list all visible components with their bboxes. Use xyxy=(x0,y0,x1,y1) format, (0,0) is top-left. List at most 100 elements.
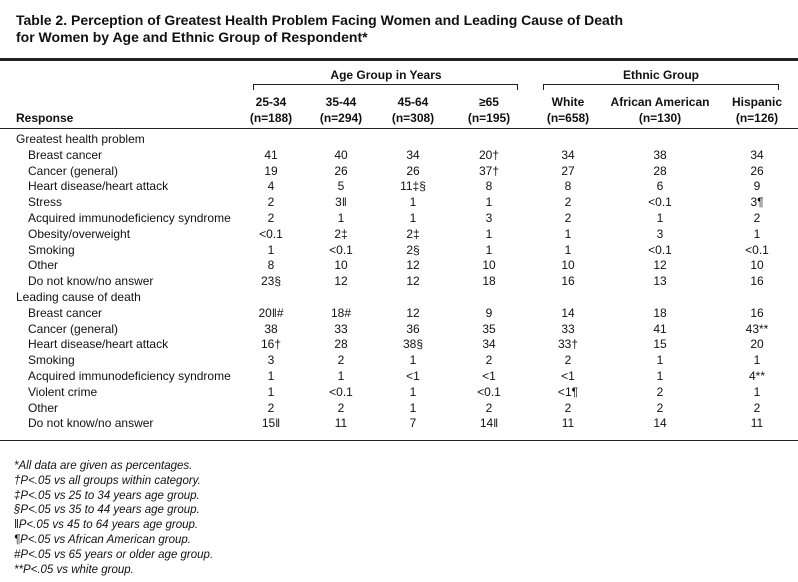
cell: 36 xyxy=(406,321,420,336)
cell: 1 xyxy=(753,384,761,399)
cell: <0.1 xyxy=(648,195,672,210)
column-header: 25-34 xyxy=(255,95,287,109)
title: for Women by Age and Ethnic Group of Res… xyxy=(16,29,368,45)
cell: 33 xyxy=(561,321,575,336)
footnote: §P<.05 vs 35 to 44 years age group. xyxy=(14,504,200,517)
cell: 10 xyxy=(482,258,496,273)
footnote: ‖P<.05 vs 45 to 64 years age group. xyxy=(14,519,199,532)
cell: 41 xyxy=(653,321,667,336)
group-bracket xyxy=(778,84,779,90)
cell: 33 xyxy=(334,321,348,336)
cell: 34 xyxy=(561,147,575,162)
column-header: (n=195) xyxy=(467,111,511,125)
cell: 1 xyxy=(656,211,664,225)
cell: 11 xyxy=(750,416,764,431)
cell: 1 xyxy=(753,353,761,368)
column-header: (n=294) xyxy=(319,111,363,125)
group-bracket xyxy=(543,84,779,85)
cell: 40 xyxy=(334,147,348,162)
row-label: Acquired immunodeficiency syndrome xyxy=(28,211,231,225)
cell: 9 xyxy=(753,179,761,194)
cell: 1 xyxy=(485,226,493,241)
cell: 8 xyxy=(267,258,275,273)
cell: 12 xyxy=(653,258,667,273)
column-header: (n=308) xyxy=(391,111,435,125)
cell: 1 xyxy=(753,226,761,241)
group-bracket xyxy=(543,84,544,90)
column-header: (n=126) xyxy=(735,111,779,125)
cell: 2 xyxy=(753,400,761,415)
column-header: ≥65 xyxy=(479,95,499,109)
column-header: Hispanic xyxy=(731,95,783,109)
cell: 2 xyxy=(656,400,664,415)
column-header: (n=130) xyxy=(638,111,682,125)
cell: <0.1 xyxy=(648,242,672,257)
cell: 1 xyxy=(564,242,572,257)
cell: 14‖ xyxy=(479,416,499,431)
cell: 28 xyxy=(653,163,667,178)
column-header: 35-44 xyxy=(325,95,357,109)
footnote: **P<.05 vs white group. xyxy=(14,563,134,576)
row-label: Breast cancer xyxy=(28,147,103,162)
header-rule xyxy=(0,128,798,129)
cell: 8 xyxy=(485,179,493,194)
cell: 18 xyxy=(653,305,667,320)
cell: <1 xyxy=(406,369,420,383)
row-label: Cancer (general) xyxy=(28,321,119,336)
cell: 10 xyxy=(334,258,348,273)
cell: <0.1 xyxy=(329,242,353,257)
cell: 34 xyxy=(750,147,764,162)
cell: 3 xyxy=(485,211,493,225)
cell: 1 xyxy=(409,211,417,225)
cell: 12 xyxy=(406,258,420,273)
cell: 37† xyxy=(478,163,500,178)
cell: 26 xyxy=(334,163,348,178)
group-bracket xyxy=(517,84,518,90)
row-label: Other xyxy=(28,258,59,273)
column-header: 45-64 xyxy=(397,95,429,109)
cell: 2 xyxy=(564,211,572,225)
cell: 10 xyxy=(750,258,764,273)
row-label: Do not know/no answer xyxy=(28,416,154,431)
cell: 5 xyxy=(337,179,345,194)
cell: 12 xyxy=(334,274,348,289)
row-label: Acquired immunodeficiency syndrome xyxy=(28,369,231,383)
cell: 1 xyxy=(409,400,417,415)
cell: 2 xyxy=(337,400,345,415)
column-header: African American xyxy=(610,95,710,109)
cell: <1 xyxy=(482,369,496,383)
cell: 1 xyxy=(656,369,664,383)
cell: 38§ xyxy=(402,337,424,352)
cell: <1¶ xyxy=(557,384,579,399)
group-header: Age Group in Years xyxy=(330,68,442,82)
cell: 27 xyxy=(561,163,575,178)
cell: 33† xyxy=(557,337,579,352)
footnote: *All data are given as percentages. xyxy=(14,460,193,472)
cell: 34 xyxy=(482,337,496,352)
column-header: (n=188) xyxy=(249,111,293,125)
footnote: ‡P<.05 vs 25 to 34 years age group. xyxy=(14,489,200,502)
cell: 20‖# xyxy=(258,305,284,320)
top-rule xyxy=(0,58,798,61)
cell: 20 xyxy=(750,337,764,352)
cell: 16 xyxy=(750,305,764,320)
cell: <0.1 xyxy=(477,384,501,399)
cell: 1 xyxy=(337,211,345,225)
cell: 1 xyxy=(267,242,275,257)
row-label: Breast cancer xyxy=(28,305,103,320)
cell: 20† xyxy=(478,147,500,162)
row-label: Obesity/overweight xyxy=(28,226,131,241)
cell: 14 xyxy=(561,305,575,320)
cell: 3¶ xyxy=(750,195,764,210)
cell: 2 xyxy=(267,211,275,225)
cell: 2 xyxy=(656,384,664,399)
cell: 4 xyxy=(267,179,275,194)
cell: 1 xyxy=(409,353,417,368)
cell: 7 xyxy=(409,416,417,431)
cell: 35 xyxy=(482,321,496,336)
column-header: Response xyxy=(16,111,74,125)
footnote: †P<.05 vs all groups within category. xyxy=(14,474,201,487)
cell: 12 xyxy=(406,305,420,320)
cell: 3‖ xyxy=(335,195,347,210)
